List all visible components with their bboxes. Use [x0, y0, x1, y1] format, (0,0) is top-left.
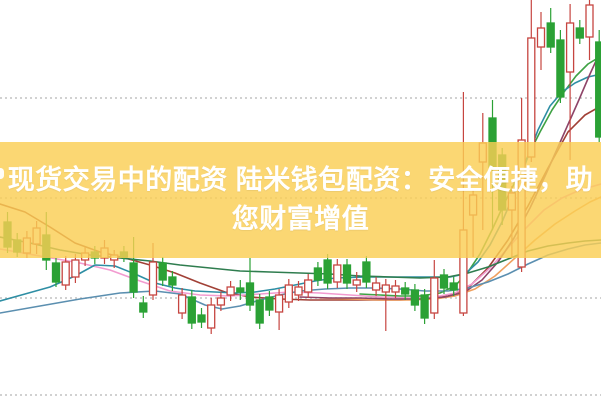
- banner-headline-line2: 您财富增值: [231, 204, 370, 234]
- promo-banner[interactable]: 现货交易中的配资 陆米钱包配资：安全便捷，助 您财富增值: [0, 142, 601, 258]
- banner-cutoff-glyph: [0, 168, 4, 179]
- banner-headline-line1: 现货交易中的配资 陆米钱包配资：安全便捷，助: [7, 165, 594, 195]
